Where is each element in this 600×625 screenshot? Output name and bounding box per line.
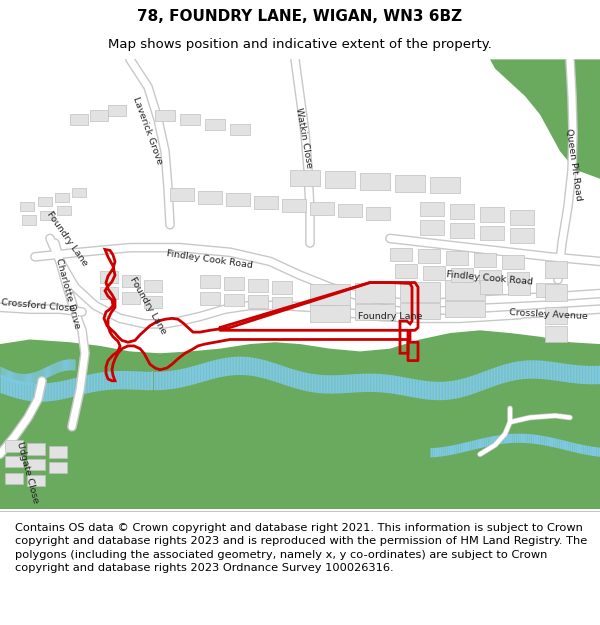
Text: Foundry Lane: Foundry Lane: [358, 312, 422, 321]
Bar: [502, 255, 524, 269]
Bar: [395, 264, 417, 278]
Bar: [200, 292, 220, 304]
Bar: [170, 188, 194, 201]
Bar: [5, 472, 23, 484]
Bar: [480, 280, 502, 294]
Bar: [325, 171, 355, 188]
Text: Watkin Close: Watkin Close: [294, 106, 314, 169]
Text: Foundry Lane: Foundry Lane: [45, 209, 89, 268]
Polygon shape: [490, 59, 600, 179]
Bar: [508, 282, 530, 296]
Text: Crossford Close: Crossford Close: [1, 298, 75, 313]
Bar: [400, 302, 440, 319]
Text: Queen Pit Road: Queen Pit Road: [565, 128, 584, 202]
Bar: [49, 446, 67, 458]
Bar: [479, 269, 501, 284]
Bar: [226, 194, 250, 206]
Bar: [420, 202, 444, 216]
Bar: [272, 281, 292, 294]
Polygon shape: [0, 330, 600, 509]
Bar: [355, 282, 395, 302]
Bar: [272, 298, 292, 310]
Bar: [510, 228, 534, 243]
Bar: [27, 443, 45, 455]
Bar: [108, 105, 126, 116]
Bar: [310, 306, 350, 322]
Text: Udgate Close: Udgate Close: [16, 441, 41, 504]
Bar: [290, 169, 320, 186]
Text: Map shows position and indicative extent of the property.: Map shows position and indicative extent…: [108, 38, 492, 51]
Bar: [450, 204, 474, 219]
Bar: [27, 459, 45, 470]
Bar: [366, 208, 390, 220]
Bar: [200, 275, 220, 288]
Bar: [198, 191, 222, 204]
Bar: [70, 114, 88, 126]
Bar: [430, 177, 460, 194]
Bar: [248, 296, 268, 308]
Bar: [100, 271, 118, 282]
Bar: [507, 271, 529, 285]
Bar: [418, 249, 440, 263]
Bar: [545, 308, 567, 324]
Text: Findley Cook Road: Findley Cook Road: [446, 269, 533, 286]
Bar: [20, 202, 34, 211]
Bar: [40, 211, 54, 220]
Bar: [400, 282, 440, 302]
Bar: [310, 284, 350, 304]
Bar: [355, 304, 395, 320]
Bar: [510, 210, 534, 224]
Bar: [230, 124, 250, 134]
Bar: [474, 253, 496, 267]
Bar: [445, 280, 485, 300]
Bar: [254, 196, 278, 209]
Bar: [224, 277, 244, 290]
Bar: [57, 206, 71, 216]
Bar: [451, 268, 473, 282]
Bar: [49, 462, 67, 472]
Text: Laverick Grove: Laverick Grove: [131, 96, 164, 166]
Bar: [22, 216, 36, 224]
Bar: [536, 284, 558, 298]
Bar: [545, 326, 567, 342]
Bar: [545, 261, 567, 278]
Bar: [360, 173, 390, 190]
Bar: [100, 287, 118, 299]
Bar: [480, 208, 504, 222]
Bar: [144, 296, 162, 308]
Bar: [5, 441, 23, 452]
Bar: [395, 175, 425, 192]
Bar: [122, 292, 140, 304]
Bar: [90, 110, 108, 121]
Bar: [55, 192, 69, 202]
Bar: [423, 266, 445, 280]
Text: Findley Cook Road: Findley Cook Road: [166, 249, 254, 270]
Bar: [122, 275, 140, 287]
Bar: [224, 294, 244, 306]
Text: Contains OS data © Crown copyright and database right 2021. This information is : Contains OS data © Crown copyright and d…: [15, 523, 587, 573]
Bar: [180, 114, 200, 126]
Bar: [480, 226, 504, 240]
Text: Foundry Lane: Foundry Lane: [128, 276, 168, 336]
Bar: [282, 199, 306, 212]
Bar: [248, 279, 268, 292]
Text: Charlotte Drive: Charlotte Drive: [54, 258, 82, 330]
Text: 78, FOUNDRY LANE, WIGAN, WN3 6BZ: 78, FOUNDRY LANE, WIGAN, WN3 6BZ: [137, 9, 463, 24]
Bar: [450, 223, 474, 238]
Bar: [338, 204, 362, 217]
Bar: [27, 476, 45, 486]
Bar: [155, 110, 175, 121]
Bar: [205, 119, 225, 130]
Bar: [144, 280, 162, 292]
Bar: [545, 284, 567, 301]
Text: Crossley Avenue: Crossley Avenue: [509, 308, 587, 321]
Bar: [390, 248, 412, 261]
Bar: [5, 456, 23, 467]
Bar: [420, 220, 444, 235]
Bar: [445, 301, 485, 318]
Bar: [38, 197, 52, 206]
Bar: [72, 188, 86, 197]
Bar: [310, 202, 334, 214]
Bar: [446, 251, 468, 265]
